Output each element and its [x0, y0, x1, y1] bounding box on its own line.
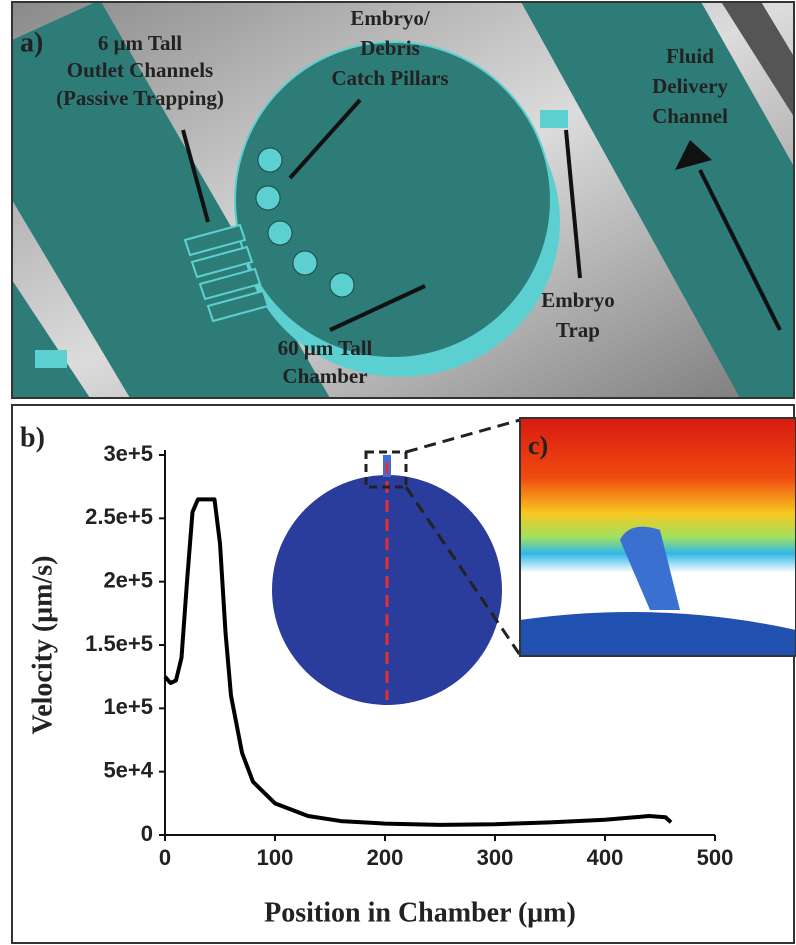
panel-label: b) [20, 422, 45, 453]
panel-label: a) [20, 27, 43, 58]
annotation: Delivery [652, 74, 728, 98]
annotation: Catch Pillars [331, 66, 448, 90]
annotation: Trap [556, 318, 600, 342]
y-axis-label: Velocity (μm/s) [27, 556, 58, 735]
x-axis-label: Position in Chamber (μm) [264, 897, 576, 928]
annotation: Fluid [666, 44, 714, 68]
figure: a) 6 μm Tall Outlet Channels (Passive Tr… [0, 0, 796, 945]
zoom-inset: c) [520, 418, 796, 656]
y-tick-label: 3e+5 [103, 441, 153, 466]
x-tick-label: 0 [159, 845, 171, 870]
annotation: 60 μm Tall [278, 336, 373, 360]
annotation: Embryo/ [350, 6, 431, 30]
simulation-inset [272, 420, 520, 705]
y-tick-label: 2e+5 [103, 567, 153, 592]
y-tick-label: 2.5e+5 [85, 504, 153, 529]
y-tick-label: 1e+5 [103, 694, 153, 719]
y-tick-label: 1.5e+5 [85, 631, 153, 656]
annotation: Chamber [282, 364, 367, 388]
y-tick-label: 5e+4 [103, 757, 153, 782]
annotation: Debris [360, 36, 420, 60]
panel-a: a) 6 μm Tall Outlet Channels (Passive Tr… [12, 0, 796, 398]
annotation: Channel [652, 104, 728, 128]
x-tick-label: 400 [587, 845, 624, 870]
x-tick-label: 300 [477, 845, 514, 870]
x-tick-label: 500 [697, 845, 734, 870]
y-tick-label: 0 [141, 821, 153, 846]
annotation: Outlet Channels [67, 58, 213, 82]
x-tick-label: 100 [257, 845, 294, 870]
annotation: 6 μm Tall [98, 31, 182, 55]
annotation: (Passive Trapping) [56, 86, 224, 110]
annotation: Embryo [541, 288, 615, 312]
x-tick-label: 200 [367, 845, 404, 870]
panel-label: c) [528, 431, 548, 460]
